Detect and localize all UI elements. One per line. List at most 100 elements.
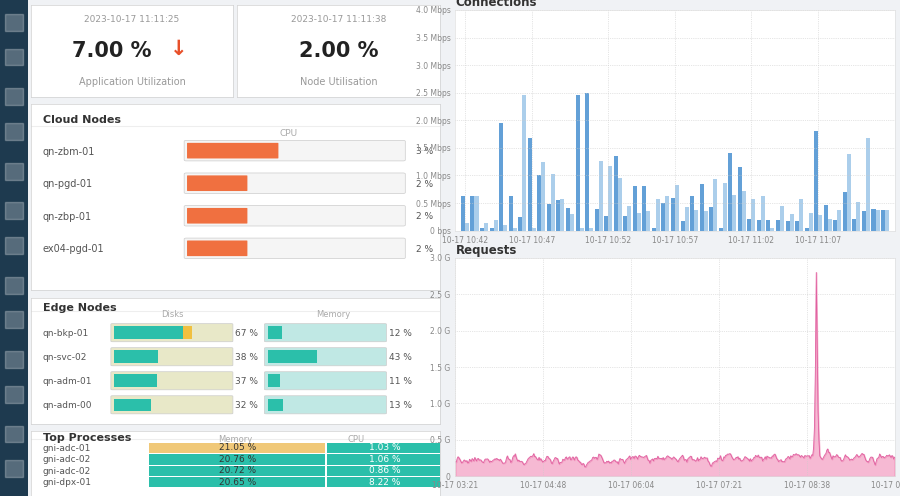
FancyBboxPatch shape: [111, 372, 233, 390]
Bar: [866, 138, 870, 231]
Text: qn-adm-00: qn-adm-00: [43, 401, 93, 410]
Bar: [757, 220, 760, 231]
Bar: [149, 466, 326, 476]
Bar: [770, 228, 775, 231]
Bar: [799, 199, 803, 231]
Bar: [149, 442, 326, 453]
Text: Edge Nodes: Edge Nodes: [43, 303, 116, 313]
Text: Cloud Nodes: Cloud Nodes: [43, 116, 121, 125]
Bar: [857, 202, 860, 231]
FancyBboxPatch shape: [265, 396, 386, 414]
Bar: [532, 228, 536, 231]
Bar: [5, 460, 22, 477]
Text: Memory: Memory: [218, 434, 253, 443]
Text: Memory: Memory: [317, 310, 351, 319]
Bar: [876, 210, 879, 231]
Bar: [493, 220, 498, 231]
Text: ex04-pgd-01: ex04-pgd-01: [43, 244, 104, 254]
Text: 67 %: 67 %: [235, 328, 258, 337]
Bar: [480, 228, 484, 231]
Bar: [652, 228, 656, 231]
Bar: [465, 224, 469, 231]
FancyBboxPatch shape: [111, 348, 233, 366]
Bar: [738, 167, 742, 231]
Text: 20.65 %: 20.65 %: [219, 478, 256, 487]
Text: CPU: CPU: [280, 129, 298, 138]
Bar: [776, 220, 780, 231]
Bar: [5, 123, 22, 140]
FancyBboxPatch shape: [265, 372, 386, 390]
Bar: [604, 216, 608, 231]
Bar: [184, 326, 192, 339]
Text: 2.00 %: 2.00 %: [299, 41, 379, 61]
Text: qn-zbm-01: qn-zbm-01: [43, 147, 95, 157]
Bar: [614, 156, 617, 231]
Text: 2 %: 2 %: [416, 212, 433, 221]
Bar: [566, 208, 570, 231]
Bar: [847, 154, 850, 231]
Bar: [267, 326, 282, 339]
Text: 20.76 %: 20.76 %: [219, 455, 256, 464]
Bar: [5, 351, 22, 368]
Bar: [662, 203, 665, 231]
Text: 8.22 %: 8.22 %: [369, 478, 400, 487]
Text: 12 %: 12 %: [389, 328, 412, 337]
Bar: [699, 184, 704, 231]
Bar: [267, 398, 283, 411]
Text: 7.00 %: 7.00 %: [72, 41, 151, 61]
Bar: [590, 228, 593, 231]
Bar: [719, 228, 723, 231]
Bar: [675, 185, 679, 231]
FancyBboxPatch shape: [265, 324, 386, 342]
FancyBboxPatch shape: [187, 208, 248, 224]
Text: Node Utilisation: Node Utilisation: [300, 77, 378, 87]
Bar: [585, 93, 590, 231]
Bar: [885, 210, 889, 231]
Text: Connections: Connections: [455, 0, 537, 9]
Bar: [5, 386, 22, 403]
Bar: [5, 88, 22, 105]
FancyBboxPatch shape: [187, 176, 248, 191]
Bar: [828, 219, 832, 231]
Bar: [624, 216, 627, 231]
Text: 2023-10-17 11:11:38: 2023-10-17 11:11:38: [291, 15, 386, 24]
Text: qn-zbp-01: qn-zbp-01: [43, 212, 92, 222]
Bar: [556, 200, 561, 231]
Bar: [500, 123, 503, 231]
Text: qn-adm-01: qn-adm-01: [43, 376, 93, 385]
Bar: [5, 311, 22, 328]
Text: 2023-10-17 11:11:25: 2023-10-17 11:11:25: [85, 15, 180, 24]
Bar: [723, 183, 726, 231]
Text: 2 %: 2 %: [416, 180, 433, 188]
Bar: [786, 221, 789, 231]
Bar: [114, 351, 158, 363]
Text: qn-bkp-01: qn-bkp-01: [43, 328, 89, 337]
FancyBboxPatch shape: [265, 348, 386, 366]
Text: CPU: CPU: [347, 434, 365, 443]
Bar: [852, 219, 857, 231]
Bar: [5, 49, 22, 65]
Bar: [5, 163, 22, 180]
Text: 3 %: 3 %: [416, 147, 433, 156]
Text: 11 %: 11 %: [389, 376, 412, 385]
Bar: [633, 186, 637, 231]
Text: 1.03 %: 1.03 %: [369, 443, 400, 452]
Bar: [547, 204, 551, 231]
Text: 2 %: 2 %: [416, 245, 433, 254]
Bar: [595, 208, 598, 231]
FancyBboxPatch shape: [111, 396, 233, 414]
Bar: [541, 162, 545, 231]
Bar: [474, 196, 479, 231]
Bar: [780, 206, 784, 231]
Bar: [513, 228, 517, 231]
Bar: [805, 228, 809, 231]
Bar: [709, 207, 713, 231]
FancyBboxPatch shape: [187, 241, 248, 256]
Bar: [114, 374, 157, 387]
Text: Application Utilization: Application Utilization: [78, 77, 185, 87]
Bar: [637, 213, 641, 231]
Bar: [742, 191, 746, 231]
Text: Disks: Disks: [160, 310, 183, 319]
Bar: [809, 213, 813, 231]
Text: 32 %: 32 %: [235, 401, 258, 410]
